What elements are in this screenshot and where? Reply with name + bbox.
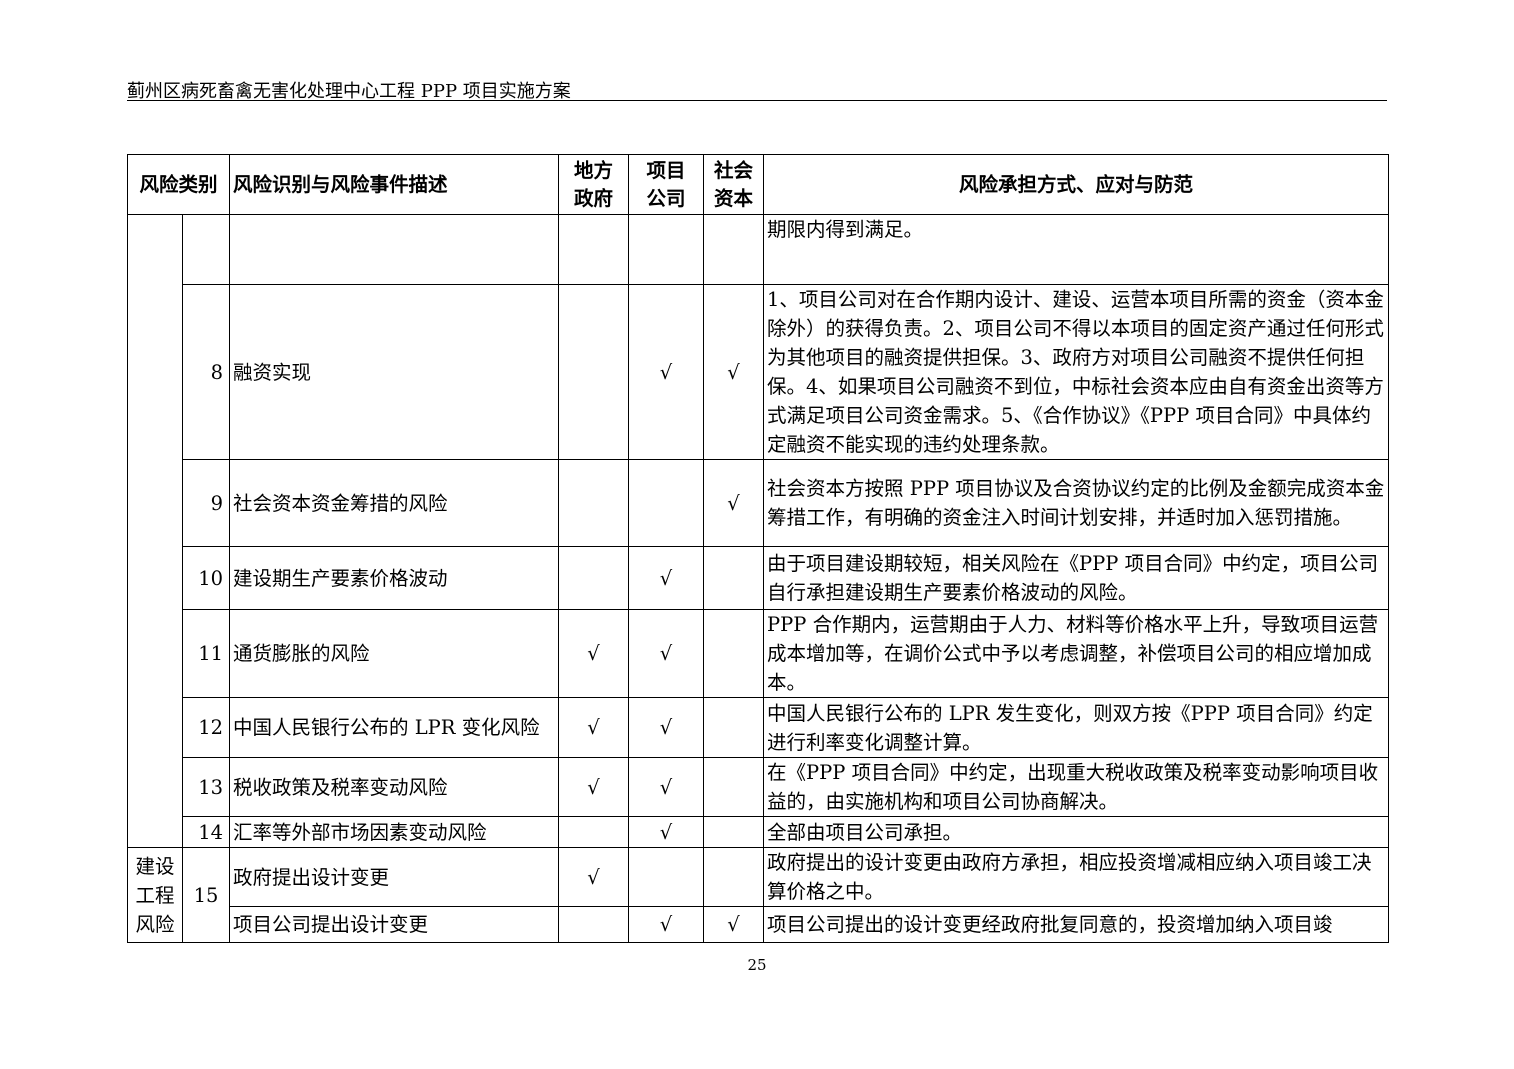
- row-number: 8: [181, 284, 231, 460]
- table-row: 11 通货膨胀的风险 √ √ PPP 合作期内，运营期由于人力、材料等价格水平上升，导致…: [128, 609, 1390, 698]
- social-capital-check: √: [703, 284, 765, 460]
- social-capital-check: [703, 697, 765, 758]
- header-description: 风险识别与风险事件描述: [229, 154, 560, 215]
- social-capital-check: [703, 609, 765, 698]
- row-number: 11: [181, 609, 231, 698]
- header-category: 风险类别: [126, 154, 231, 215]
- social-capital-check: √: [703, 906, 765, 943]
- local-government-check: √: [558, 847, 630, 907]
- table-row: 项目公司提出设计变更 √ √ 项目公司提出的设计变更经政府批复同意的，投资增加纳入项目…: [128, 906, 1390, 943]
- table-row: 8 融资实现 √ √ 1、项目公司对在合作期内设计、建设、运营本项目所需的资金（资本金除…: [128, 284, 1390, 460]
- risk-description: 融资实现: [229, 284, 560, 460]
- local-government-check: [558, 816, 630, 848]
- risk-measures: 1、项目公司对在合作期内设计、建设、运营本项目所需的资金（资本金除外）的获得负责…: [763, 284, 1390, 460]
- risk-allocation-table: 风险类别 风险识别与风险事件描述 地方 政府 项目 公司 社会 资本 风险承担方…: [126, 154, 1390, 943]
- local-government-check: [558, 459, 630, 547]
- social-capital-check: √: [703, 459, 765, 547]
- risk-description: 项目公司提出设计变更: [229, 906, 560, 943]
- project-company-check: [628, 847, 705, 907]
- risk-measures: 政府提出的设计变更由政府方承担，相应投资增减相应纳入项目竣工决算价格之中。: [763, 847, 1390, 907]
- risk-description: 政府提出设计变更: [229, 847, 560, 907]
- table-row: 10 建设期生产要素价格波动 √ 由于项目建设期较短，相关风险在《PPP 项目合同》中…: [128, 546, 1390, 610]
- project-company-check: √: [628, 284, 705, 460]
- local-government-check: [558, 906, 630, 943]
- risk-measures: 全部由项目公司承担。: [763, 816, 1390, 848]
- header-rule: [127, 100, 1387, 101]
- local-government-check: [558, 546, 630, 610]
- social-capital-check: [703, 816, 765, 848]
- table-row: 12 中国人民银行公布的 LPR 变化风险 √ √ 中国人民银行公布的 LPR 发生变化…: [128, 697, 1390, 758]
- table-header-row: 风险类别 风险识别与风险事件描述 地方 政府 项目 公司 社会 资本 风险承担方…: [126, 154, 1390, 215]
- project-company-check: √: [628, 609, 705, 698]
- risk-measures: 在《PPP 项目合同》中约定，出现重大税收政策及税率变动影响项目收益的，由实施机…: [763, 757, 1390, 817]
- risk-measures: 中国人民银行公布的 LPR 发生变化，则双方按《PPP 项目合同》约定进行利率变…: [763, 697, 1390, 758]
- local-government-check: [558, 284, 630, 460]
- row-number: 10: [181, 546, 231, 610]
- risk-measures: 社会资本方按照 PPP 项目协议及合资协议约定的比例及金额完成资本金筹措工作，有…: [763, 459, 1390, 547]
- risk-description: 汇率等外部市场因素变动风险: [229, 816, 560, 848]
- social-capital-check: [703, 757, 765, 817]
- risk-description: 建设期生产要素价格波动: [229, 546, 560, 610]
- document-header-title: 蓟州区病死畜禽无害化处理中心工程 PPP 项目实施方案: [127, 81, 571, 102]
- project-company-check: [628, 214, 705, 285]
- header-social-capital: 社会 资本: [703, 154, 765, 215]
- local-government-check: √: [558, 697, 630, 758]
- table-row: 9 社会资本资金筹措的风险 √ 社会资本方按照 PPP 项目协议及合资协议约定的比例及…: [128, 459, 1390, 547]
- risk-description: 通货膨胀的风险: [229, 609, 560, 698]
- risk-measures: 期限内得到满足。: [763, 214, 1390, 285]
- risk-measures: PPP 合作期内，运营期由于人力、材料等价格水平上升，导致项目运营成本增加等，在…: [763, 609, 1390, 698]
- page-number: 25: [747, 956, 767, 974]
- social-capital-check: [703, 546, 765, 610]
- risk-description: [229, 214, 560, 285]
- project-company-check: √: [628, 697, 705, 758]
- row-number: 15: [181, 847, 231, 943]
- project-company-check: √: [628, 546, 705, 610]
- local-government-check: [558, 214, 630, 285]
- social-capital-check: [703, 847, 765, 907]
- local-government-check: √: [558, 757, 630, 817]
- table-row: 建设工程风险 15 政府提出设计变更 √ 政府提出的设计变更由政府方承担，相应投资增减相…: [127, 847, 1390, 943]
- row-number: 9: [181, 459, 231, 547]
- row-number: 12: [181, 697, 231, 758]
- project-company-check: √: [628, 816, 705, 848]
- local-government-check: √: [558, 609, 630, 698]
- table-row: 13 税收政策及税率变动风险 √ √ 在《PPP 项目合同》中约定，出现重大税收政策及税…: [128, 757, 1390, 817]
- table-row: 14 汇率等外部市场因素变动风险 √ 全部由项目公司承担。: [128, 816, 1390, 848]
- header-local-government: 地方 政府: [558, 154, 630, 215]
- project-company-check: [628, 459, 705, 547]
- risk-description: 社会资本资金筹措的风险: [229, 459, 560, 547]
- risk-measures: 由于项目建设期较短，相关风险在《PPP 项目合同》中约定，项目公司自行承担建设期…: [763, 546, 1390, 610]
- header-measures: 风险承担方式、应对与防范: [763, 154, 1390, 215]
- header-project-company: 项目 公司: [628, 154, 705, 215]
- table-row: 期限内得到满足。: [127, 214, 1390, 848]
- category-cell: 建设工程风险: [127, 847, 183, 943]
- category-cell: [127, 214, 183, 848]
- social-capital-check: [703, 214, 765, 285]
- project-company-check: √: [628, 757, 705, 817]
- row-number: 13: [181, 757, 231, 817]
- risk-description: 税收政策及税率变动风险: [229, 757, 560, 817]
- risk-measures: 项目公司提出的设计变更经政府批复同意的，投资增加纳入项目竣: [763, 906, 1390, 943]
- row-number: 14: [181, 816, 231, 848]
- risk-description: 中国人民银行公布的 LPR 变化风险: [229, 697, 560, 758]
- row-number: [181, 214, 231, 285]
- project-company-check: √: [628, 906, 705, 943]
